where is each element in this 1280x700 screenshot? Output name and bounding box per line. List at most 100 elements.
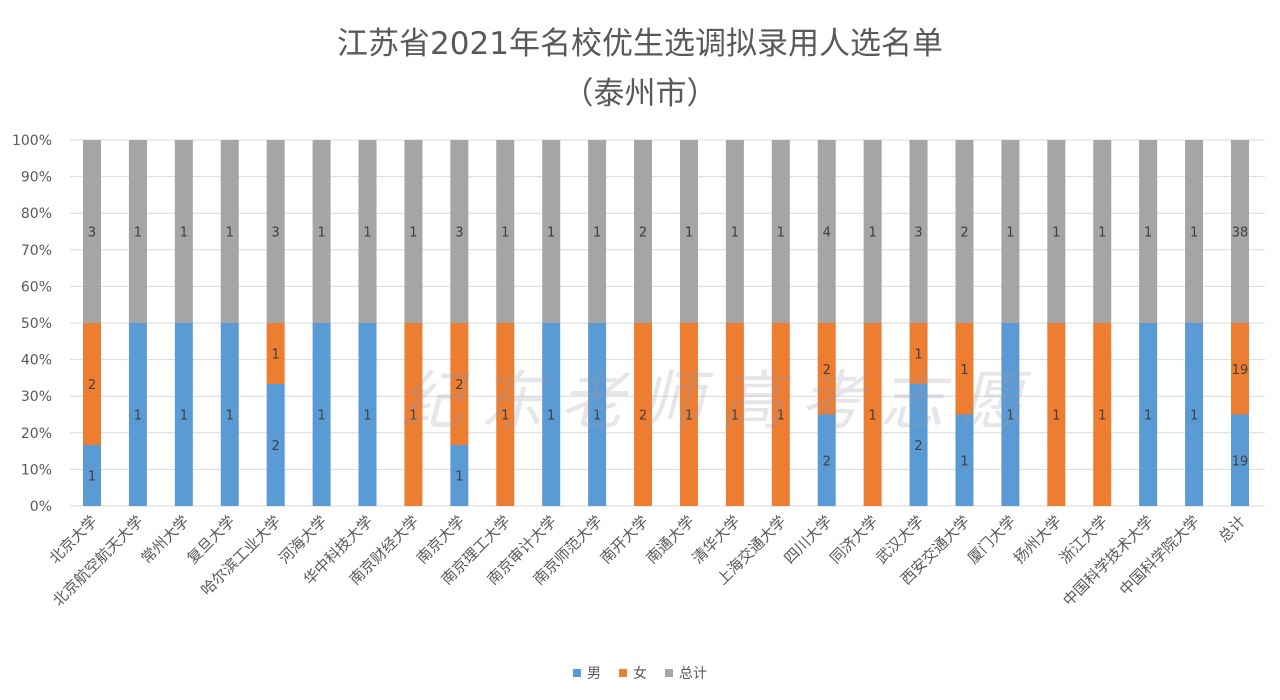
bar-segment xyxy=(542,323,561,506)
bar-segment xyxy=(588,140,607,323)
x-tick-label: 同济大学 xyxy=(826,512,881,567)
y-tick-label: 40% xyxy=(21,353,52,369)
y-tick-label: 70% xyxy=(21,243,52,259)
data-label: 3 xyxy=(914,226,922,241)
legend-label: 男 xyxy=(587,666,601,682)
data-label: 2 xyxy=(823,454,831,469)
bar-segment xyxy=(83,140,101,323)
data-label: 1 xyxy=(134,409,142,424)
y-tick-label: 0% xyxy=(30,499,52,515)
data-label: 1 xyxy=(1006,226,1014,241)
bar-segment xyxy=(725,140,744,323)
data-label: 1 xyxy=(777,409,785,424)
bar-segment xyxy=(1001,140,1020,323)
bar-segment xyxy=(266,323,285,384)
x-tick-label: 四川大学 xyxy=(780,512,835,567)
bar-segment xyxy=(496,140,515,323)
bar-segment xyxy=(266,384,285,506)
y-tick-label: 50% xyxy=(21,316,52,332)
bar-segment xyxy=(817,414,836,506)
data-label: 1 xyxy=(914,348,922,363)
bar-segment xyxy=(588,323,607,506)
legend-label: 女 xyxy=(633,666,647,682)
bar-segment xyxy=(1093,323,1112,506)
bar-segment xyxy=(1047,140,1066,323)
x-tick-label: 厦门大学 xyxy=(964,512,1019,567)
bar-segment xyxy=(83,445,101,506)
data-label: 1 xyxy=(363,226,371,241)
data-label: 2 xyxy=(914,439,922,454)
x-tick-label: 南开大学 xyxy=(597,512,652,567)
bar-segment xyxy=(955,414,974,506)
data-label: 1 xyxy=(1098,409,1106,424)
bar-segment xyxy=(634,140,653,323)
data-label: 1 xyxy=(501,409,509,424)
data-label: 1 xyxy=(731,409,739,424)
data-label: 1 xyxy=(1144,226,1152,241)
bar-segment xyxy=(817,140,836,323)
bar-segment xyxy=(955,323,974,415)
legend-item-total: 总计 xyxy=(665,663,707,683)
data-label: 1 xyxy=(180,226,188,241)
bar-segment xyxy=(266,140,285,323)
data-label: 2 xyxy=(639,226,647,241)
bar-segment xyxy=(1001,323,1020,506)
bar-segment xyxy=(128,140,147,323)
data-label: 1 xyxy=(226,226,234,241)
y-tick-label: 30% xyxy=(21,389,52,405)
y-tick-label: 60% xyxy=(21,279,52,295)
bar-segment xyxy=(1231,140,1249,323)
data-label: 1 xyxy=(960,363,968,378)
legend-item-female: 女 xyxy=(619,663,647,683)
bar-segment xyxy=(542,140,561,323)
bar-segment xyxy=(450,445,469,506)
y-tick-label: 10% xyxy=(21,462,52,478)
data-label: 1 xyxy=(1190,226,1198,241)
bar-segment xyxy=(358,323,377,506)
data-label: 2 xyxy=(639,409,647,424)
bar-segment xyxy=(83,323,101,445)
data-label: 3 xyxy=(455,226,463,241)
data-label: 1 xyxy=(731,226,739,241)
bar-segment xyxy=(174,140,193,323)
data-label: 1 xyxy=(134,226,142,241)
bar-segment xyxy=(909,140,928,323)
x-tick-label: 哈尔滨工业大学 xyxy=(198,512,285,599)
bar-segment xyxy=(450,140,469,323)
data-label: 2 xyxy=(823,363,831,378)
data-label: 1 xyxy=(317,226,325,241)
bar-segment xyxy=(1231,323,1249,415)
data-label: 19 xyxy=(1232,454,1249,469)
bar-segment xyxy=(771,323,790,506)
data-label: 2 xyxy=(960,226,968,241)
data-label: 38 xyxy=(1232,226,1249,241)
data-label: 2 xyxy=(455,378,463,393)
bar-segment xyxy=(220,323,239,506)
data-label: 1 xyxy=(88,470,96,485)
data-label: 4 xyxy=(823,226,831,241)
data-label: 1 xyxy=(868,409,876,424)
data-label: 1 xyxy=(1190,409,1198,424)
bar-segment xyxy=(679,323,698,506)
bar-segment xyxy=(1093,140,1112,323)
bar-segment xyxy=(955,140,974,323)
data-label: 2 xyxy=(88,378,96,393)
bar-segment xyxy=(1139,140,1158,323)
data-label: 2 xyxy=(272,439,280,454)
y-tick-label: 90% xyxy=(21,170,52,186)
bar-segment xyxy=(679,140,698,323)
bar-segment xyxy=(817,323,836,415)
data-label: 1 xyxy=(1098,226,1106,241)
bar-segment xyxy=(220,140,239,323)
data-label: 1 xyxy=(593,409,601,424)
bar-segment xyxy=(909,384,928,506)
chart-title: 江苏省2021年名校优生选调拟录用人选名单 xyxy=(337,26,943,62)
x-tick-label: 中国科学院大学 xyxy=(1116,512,1203,599)
bar-segment xyxy=(1139,323,1158,506)
legend-swatch xyxy=(619,669,627,677)
bar-segment xyxy=(725,323,744,506)
data-label: 1 xyxy=(1052,226,1060,241)
data-label: 1 xyxy=(1006,409,1014,424)
bar-segment xyxy=(404,323,423,506)
